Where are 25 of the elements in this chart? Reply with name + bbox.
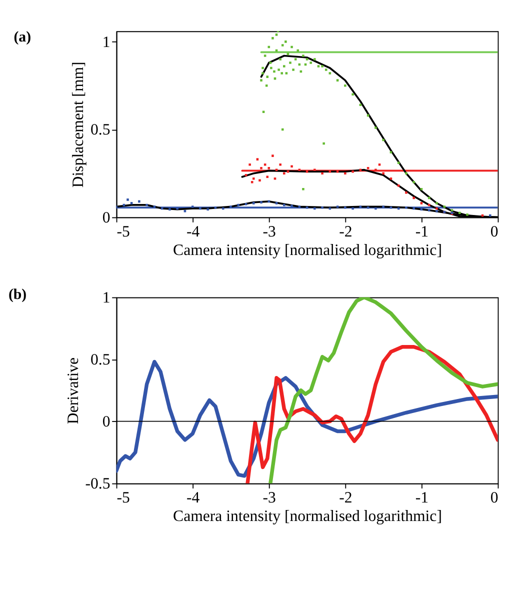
x-axis-title: Camera intensity [normalised logarithmic] — [173, 508, 442, 526]
x-tick-label: -2 — [339, 223, 352, 240]
x-tick-label: -3 — [262, 489, 276, 506]
y-axis-title: Displacement [mm] — [70, 62, 88, 188]
y-tick-label: 0 — [102, 209, 110, 226]
x-axis-title: Camera intensity [normalised logarithmic] — [173, 242, 442, 259]
x-tick-label: -1 — [415, 223, 429, 240]
y-tick-label: 0.5 — [90, 351, 110, 368]
x-tick-label: 0 — [490, 223, 498, 240]
y-tick-label: 1 — [102, 289, 110, 306]
x-tick-label: -1 — [415, 489, 429, 506]
x-tick-label: -5 — [116, 489, 130, 506]
y-tick-label: 1 — [102, 34, 110, 51]
x-tick-label: -4 — [186, 223, 200, 240]
x-tick-label: -4 — [186, 489, 200, 506]
x-tick-label: 0 — [490, 489, 498, 506]
x-tick-label: -5 — [116, 223, 130, 240]
y-tick-label: 0 — [102, 413, 110, 430]
chart-title: (a) — [14, 29, 32, 46]
x-tick-label: -3 — [262, 223, 276, 240]
y-tick-label: 0.5 — [90, 122, 110, 139]
chart-title: (b) — [8, 287, 27, 304]
y-tick-label: -0.5 — [85, 475, 110, 492]
x-tick-label: -2 — [339, 489, 352, 506]
y-axis-title: Derivative — [64, 357, 82, 424]
